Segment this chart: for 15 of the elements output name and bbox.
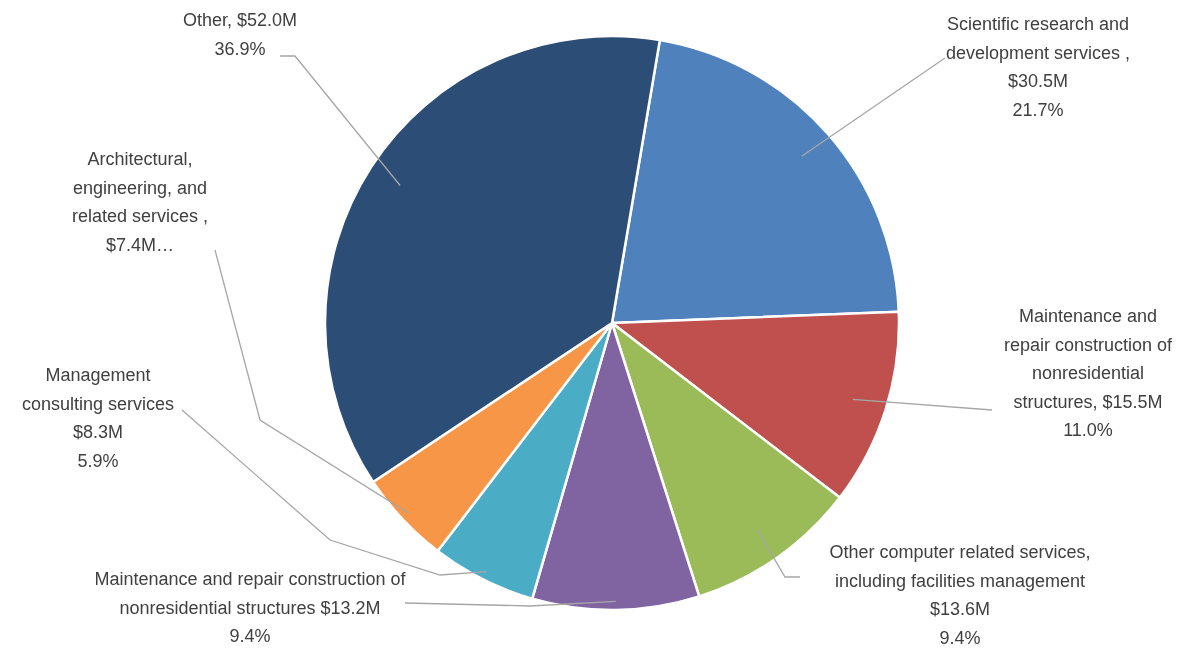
text: 9.4%	[939, 627, 981, 648]
text: 11.0%	[1063, 420, 1113, 440]
text: 5.9%	[77, 450, 119, 471]
data-label: $13.6M	[929, 599, 991, 619]
text: 36.9%	[214, 38, 266, 59]
slice-label: Other, $52.0M	[182, 10, 298, 30]
text: 21.7%	[1012, 99, 1064, 120]
slice-label: Maintenance and repair construction of nonresidential structures, $15.5M	[1003, 306, 1174, 412]
text: 9.4%	[229, 626, 271, 646]
slice-label: Management consulting services	[21, 365, 175, 414]
slice-label: Scientific research and development services , $30.5M	[945, 14, 1131, 91]
data-label: $8.3M	[72, 422, 124, 442]
slice-label: Architectural, engineering, and related services , $7.4M…	[71, 149, 209, 255]
slice-label: Maintenance and repair construction of nonresidential structures $13.2M	[94, 569, 407, 618]
slice-label: Other computer related services, including facilities management	[829, 542, 1091, 591]
